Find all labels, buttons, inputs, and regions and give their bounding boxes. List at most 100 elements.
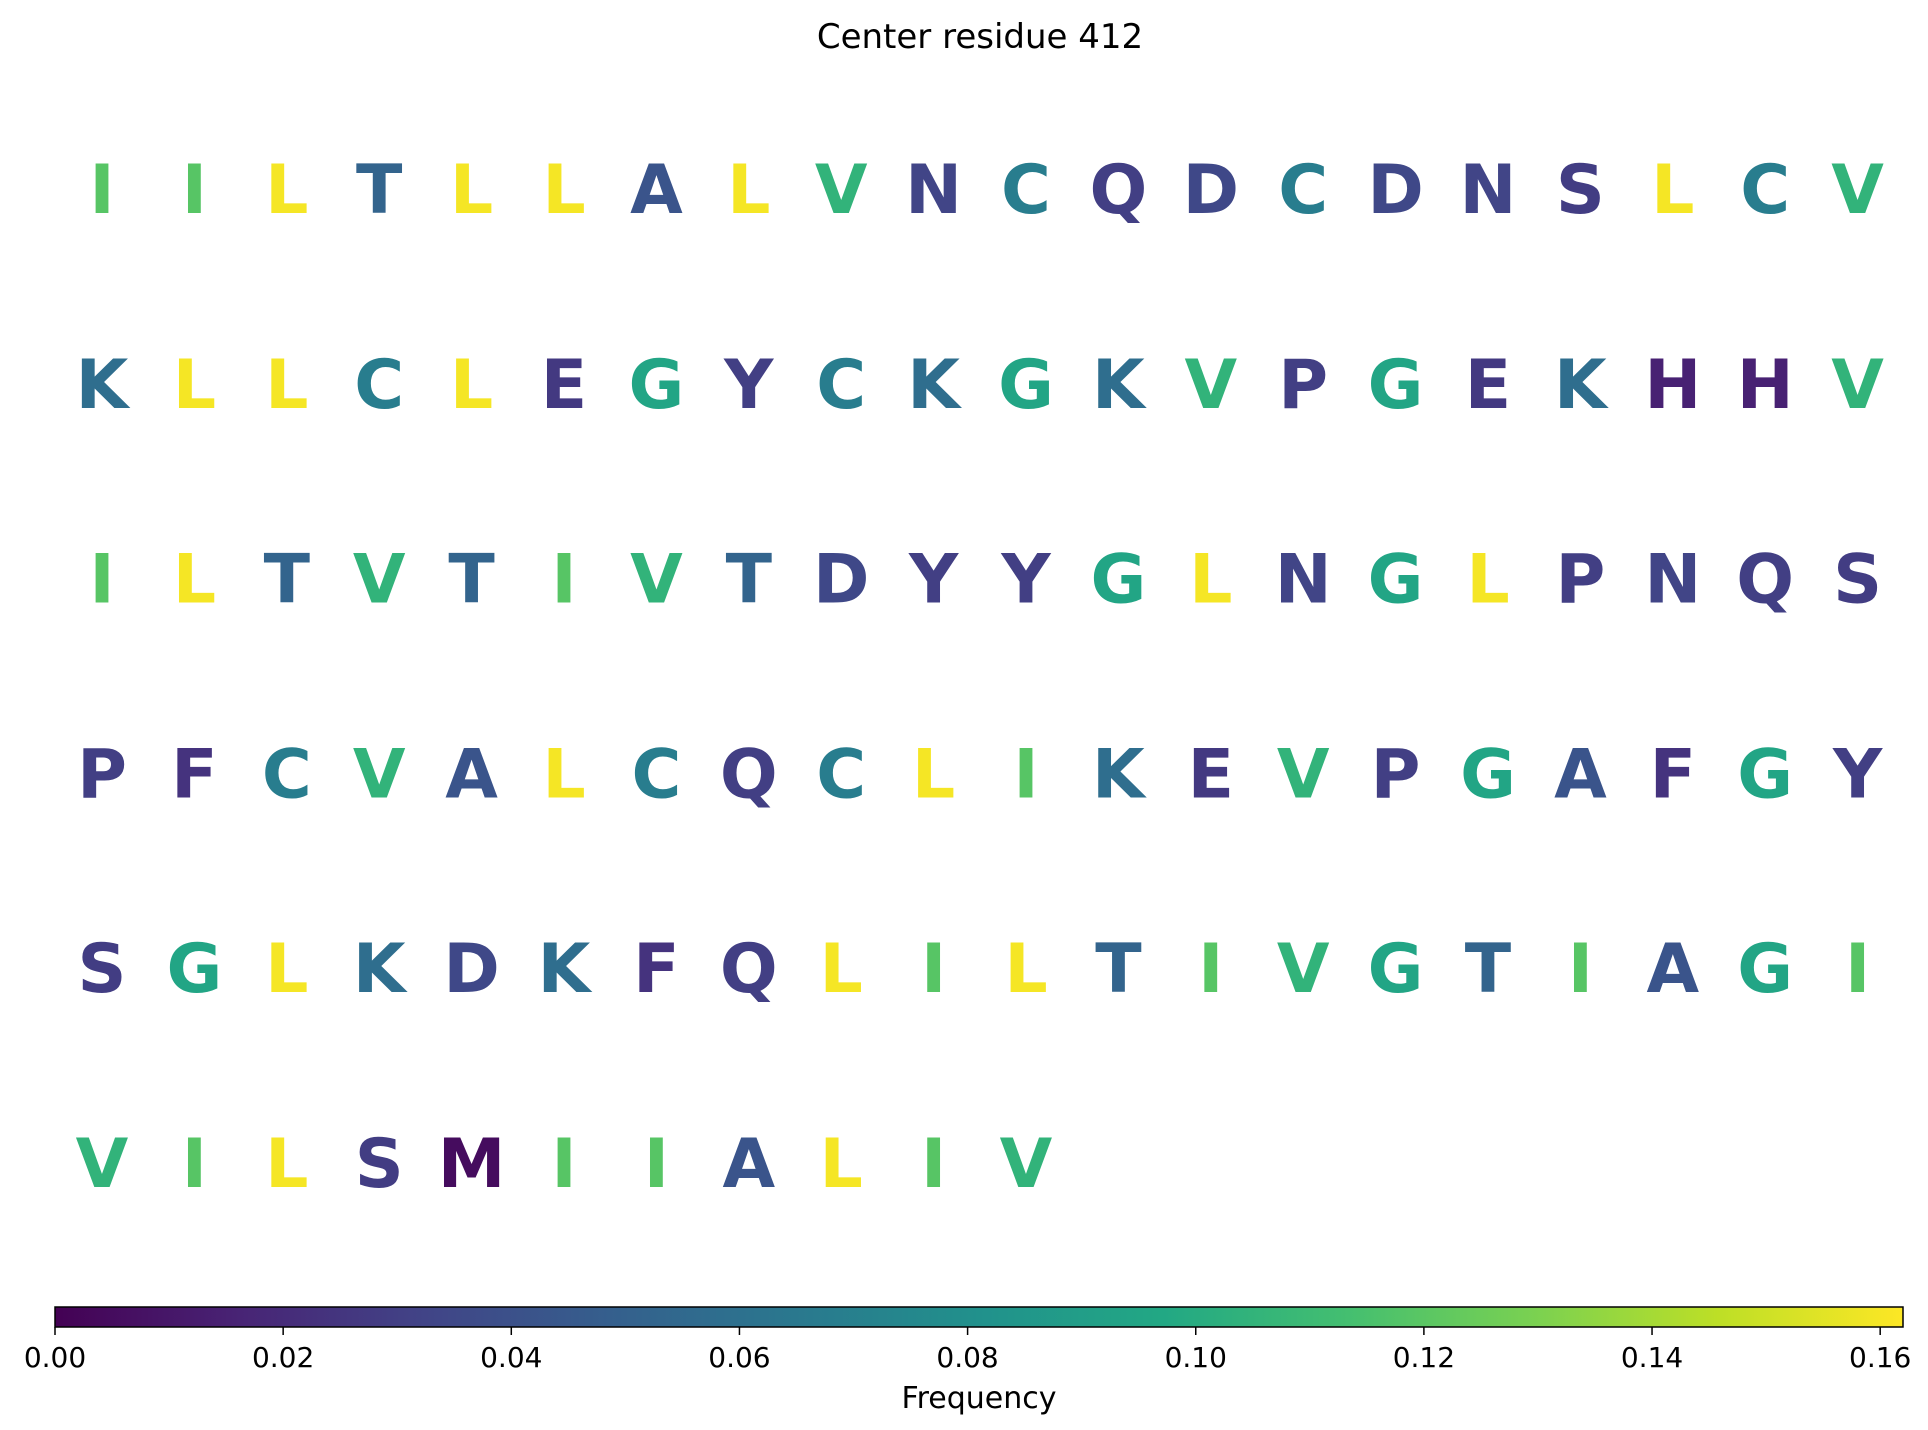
residue-letter: L — [173, 346, 216, 425]
colorbar-tick-label: 0.08 — [936, 1341, 998, 1374]
residue-letter: V — [1277, 930, 1330, 1009]
residue-letter: I — [551, 541, 576, 620]
residue-letter: I — [644, 1125, 669, 1204]
residue-letter: C — [1278, 151, 1328, 230]
residue-letter: F — [633, 930, 679, 1009]
residue-letter: G — [1368, 346, 1424, 425]
residue-letter: P — [1371, 735, 1421, 814]
residue-letter: V — [1831, 346, 1884, 425]
residue-letter: V — [815, 151, 868, 230]
residue-letter: Y — [1832, 735, 1883, 814]
residue-letter: A — [1646, 930, 1699, 1009]
chart-title: Center residue 412 — [817, 17, 1143, 57]
residue-letter: P — [1278, 346, 1328, 425]
residue-letter: I — [921, 1125, 946, 1204]
residue-letter: E — [1465, 346, 1511, 425]
residue-letter: I — [89, 151, 114, 230]
residue-letter: V — [1831, 151, 1884, 230]
residue-letter: E — [541, 346, 587, 425]
colorbar-tick-label: 0.04 — [480, 1341, 542, 1374]
residue-letter: K — [907, 346, 962, 425]
residue-letter: C — [816, 735, 866, 814]
residue-letter: T — [448, 541, 495, 620]
residue-letter: G — [1368, 541, 1424, 620]
residue-letter: G — [998, 346, 1054, 425]
residue-letter: N — [1275, 541, 1332, 620]
residue-letter: F — [171, 735, 217, 814]
residue-letter: C — [631, 735, 681, 814]
residue-letter: D — [813, 541, 869, 620]
residue-letter: S — [355, 1125, 404, 1204]
colorbar-tick-label: 0.16 — [1849, 1341, 1911, 1374]
residue-letter: K — [1554, 346, 1609, 425]
residue-letter: C — [262, 735, 312, 814]
residue-letter: L — [265, 1125, 308, 1204]
residue-letter: T — [356, 151, 403, 230]
residue-letter: N — [1460, 151, 1517, 230]
residue-letter: V — [1277, 735, 1330, 814]
residue-letter: V — [1184, 346, 1237, 425]
colorbar-tick-label: 0.14 — [1621, 1341, 1683, 1374]
residue-letter: N — [905, 151, 962, 230]
residue-letter: G — [1368, 930, 1424, 1009]
residue-letter: L — [1466, 541, 1509, 620]
residue-letter: L — [265, 346, 308, 425]
residue-letter: S — [78, 930, 127, 1009]
residue-letter: G — [1460, 735, 1516, 814]
residue-letter: F — [1650, 735, 1696, 814]
residue-letter: I — [551, 1125, 576, 1204]
residue-letter: H — [1737, 346, 1794, 425]
residue-letter: Y — [908, 541, 959, 620]
residue-letter: G — [166, 930, 222, 1009]
residue-letter: N — [1644, 541, 1701, 620]
residue-letter: T — [264, 541, 311, 620]
residue-letter: P — [77, 735, 127, 814]
residue-letter: H — [1644, 346, 1701, 425]
residue-letter: K — [538, 930, 593, 1009]
residue-letter: K — [353, 930, 408, 1009]
residue-letter: V — [353, 541, 406, 620]
residue-letter: D — [443, 930, 499, 1009]
residue-letter: V — [353, 735, 406, 814]
residue-letter: A — [630, 151, 683, 230]
residue-letter: I — [1568, 930, 1593, 1009]
residue-letter: Y — [723, 346, 774, 425]
residue-letter: I — [1013, 735, 1038, 814]
residue-letter: S — [1556, 151, 1605, 230]
residue-letter: S — [1833, 541, 1882, 620]
residue-letter: K — [1092, 735, 1147, 814]
residue-letter: A — [722, 1125, 775, 1204]
residue-letter: A — [445, 735, 498, 814]
colorbar-tick-label: 0.12 — [1393, 1341, 1455, 1374]
residue-letter: G — [628, 346, 684, 425]
residue-letter: I — [1198, 930, 1223, 1009]
residue-letter: P — [1555, 541, 1605, 620]
residue-letter: T — [1465, 930, 1512, 1009]
residue-letter: I — [182, 151, 207, 230]
residue-letter: C — [354, 346, 404, 425]
colorbar-tick-label: 0.00 — [24, 1341, 86, 1374]
colorbar-label: Frequency — [902, 1381, 1057, 1416]
colorbar: 0.00 0.02 0.04 0.06 0.08 0.10 0.12 0.14 0.16 Fre… — [24, 1306, 1911, 1416]
colorbar-ticks: 0.00 0.02 0.04 0.06 0.08 0.10 0.12 0.14 0.16 — [24, 1327, 1911, 1374]
residue-letter: L — [542, 735, 585, 814]
residue-letter: Y — [1000, 541, 1051, 620]
residue-letter: I — [89, 541, 114, 620]
residue-letter: L — [542, 151, 585, 230]
residue-letter: V — [630, 541, 683, 620]
residue-letter: M — [438, 1125, 506, 1204]
colorbar-gradient — [55, 1307, 1903, 1327]
residue-letter: Q — [720, 930, 778, 1009]
residue-letter: C — [816, 346, 866, 425]
colorbar-tick-label: 0.02 — [252, 1341, 314, 1374]
residue-letter: D — [1367, 151, 1423, 230]
residue-letter: L — [265, 930, 308, 1009]
residue-letter: L — [820, 1125, 863, 1204]
residue-letter: E — [1188, 735, 1234, 814]
residue-letter: K — [76, 346, 131, 425]
residue-letter: L — [173, 541, 216, 620]
residue-letter: V — [1000, 1125, 1053, 1204]
residue-letter: Q — [720, 735, 778, 814]
residue-letter: G — [1737, 735, 1793, 814]
